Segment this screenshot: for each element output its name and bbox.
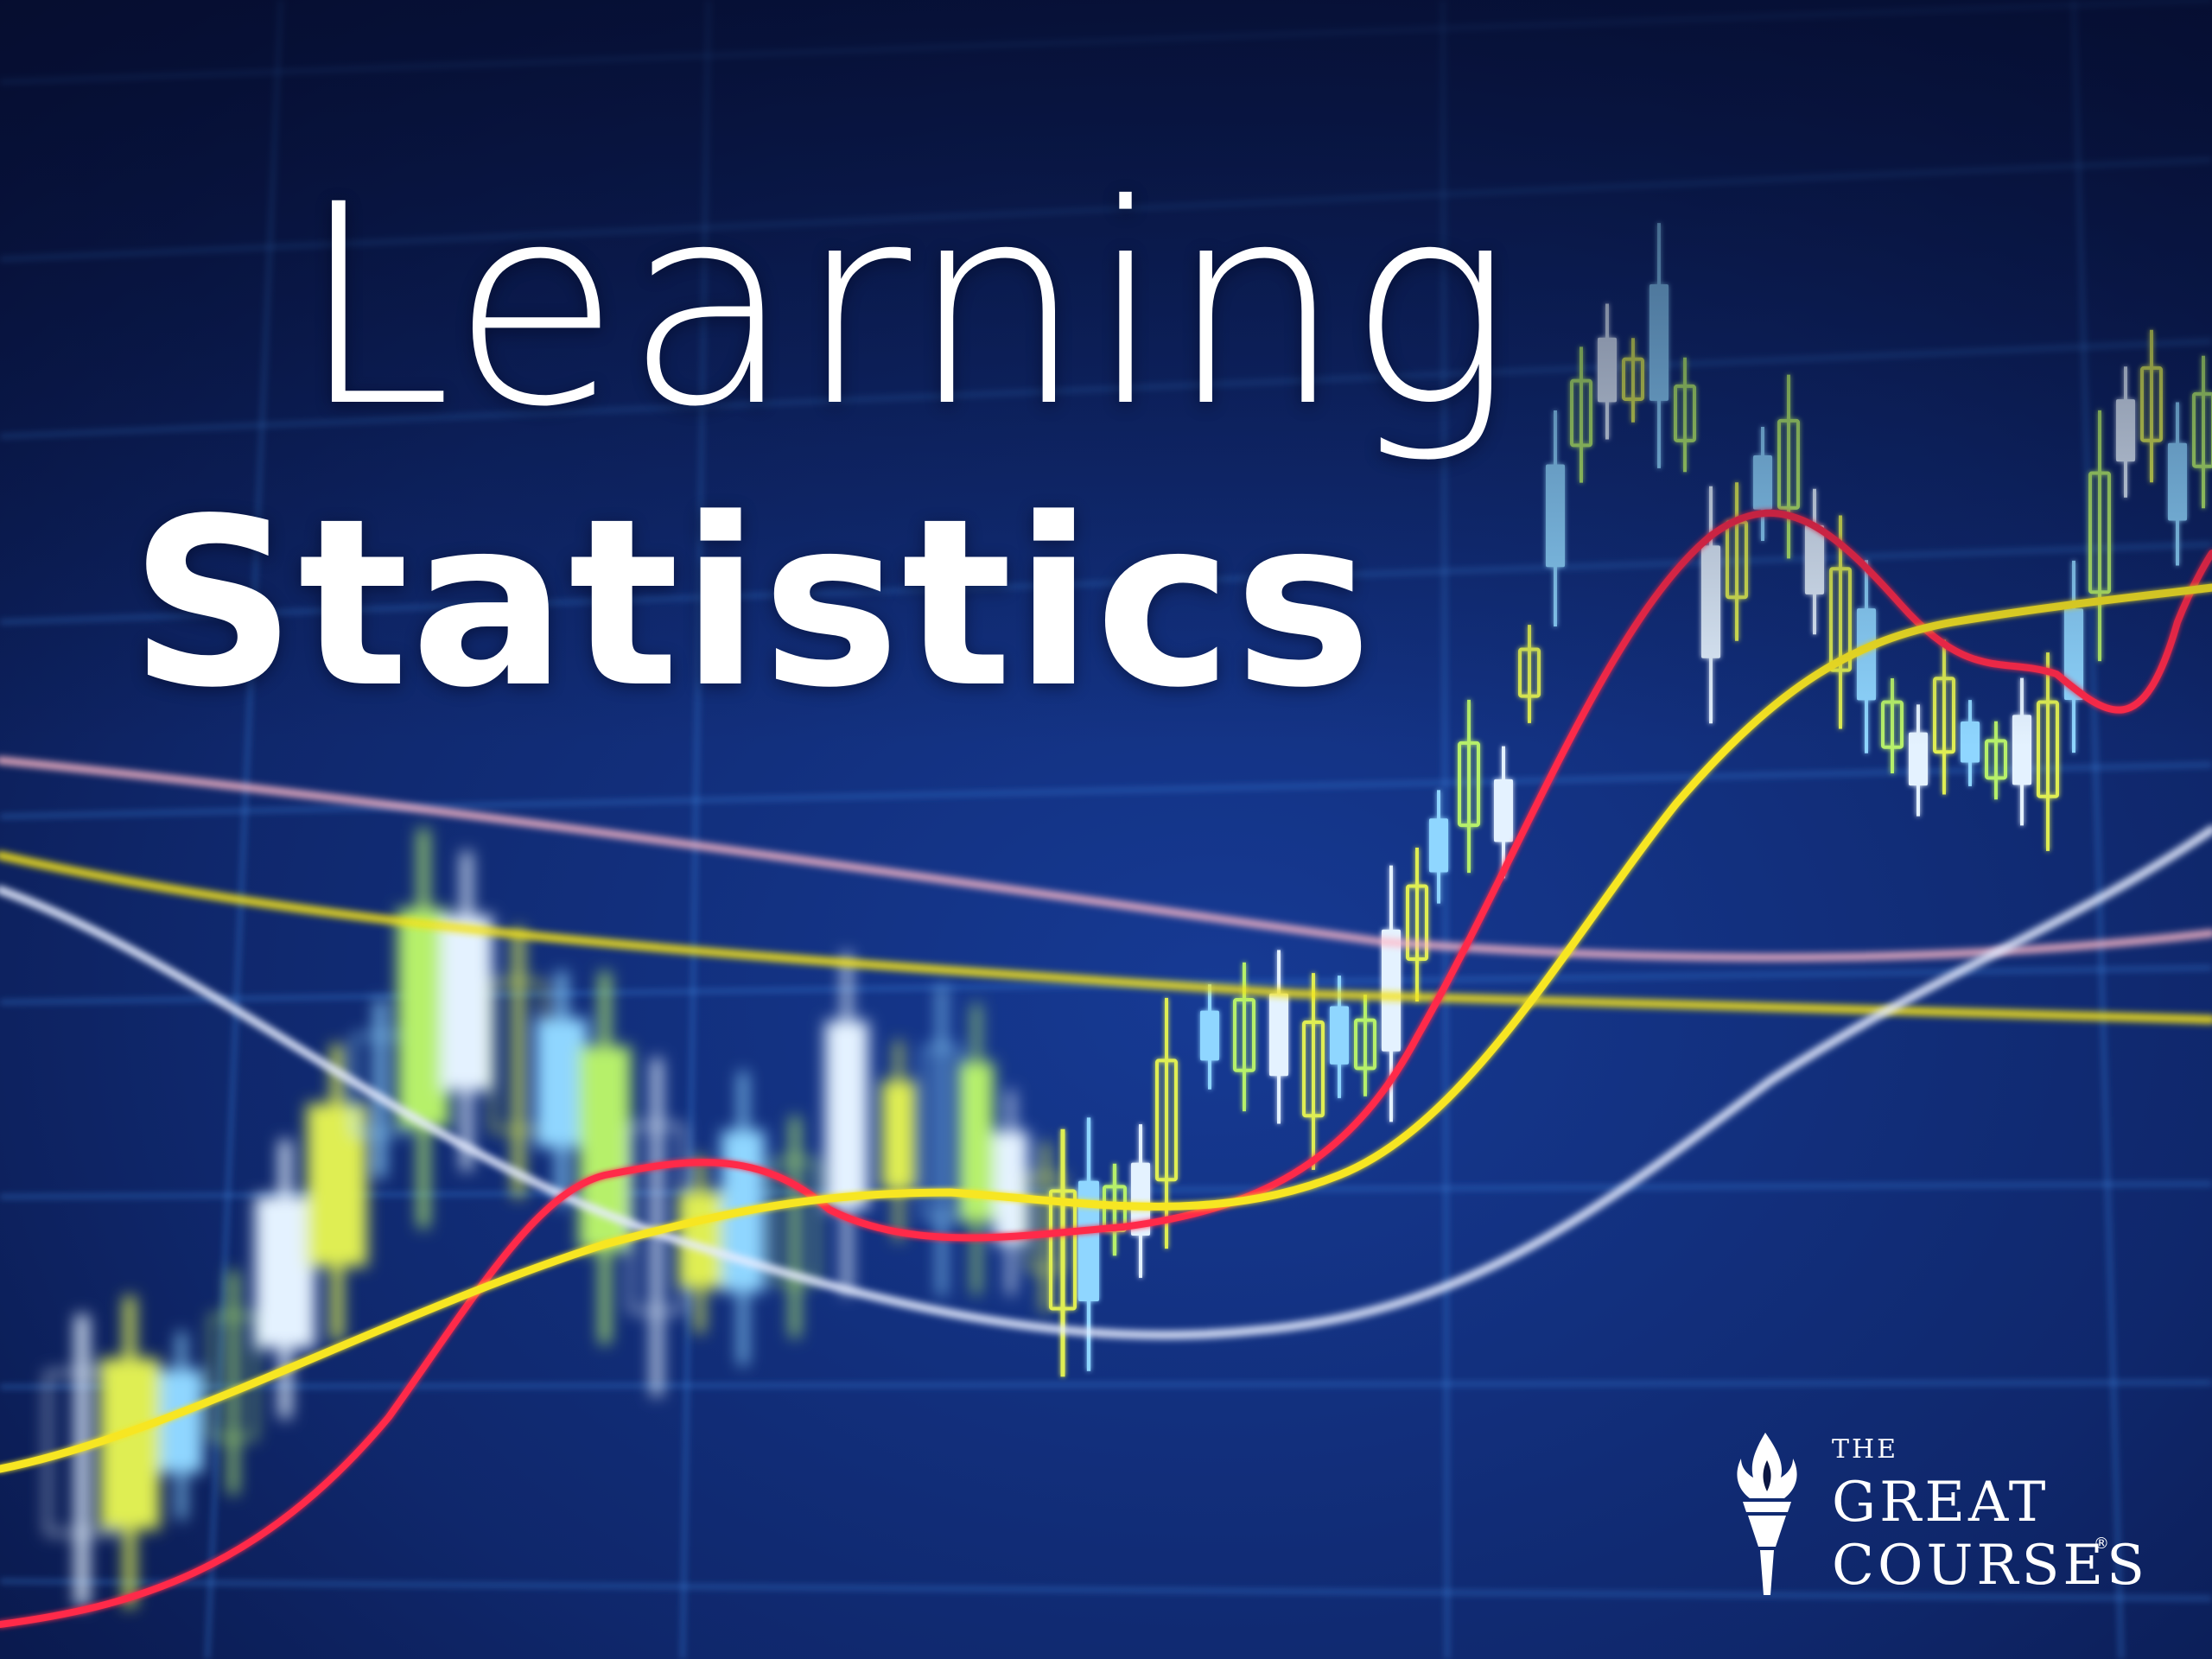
registered-mark: ®: [2094, 1535, 2109, 1553]
logo-word-courses: COURSES: [1832, 1534, 2148, 1598]
torch-icon: [1737, 1433, 1797, 1595]
title-line-statistics: Statistics: [130, 469, 1374, 739]
title-line-learning: Learning: [298, 146, 1517, 467]
great-courses-logo: THE GREAT COURSES ®: [1715, 1426, 2145, 1599]
logo-word-great: GREAT: [1832, 1471, 2050, 1535]
logo-word-the: THE: [1832, 1434, 1899, 1465]
